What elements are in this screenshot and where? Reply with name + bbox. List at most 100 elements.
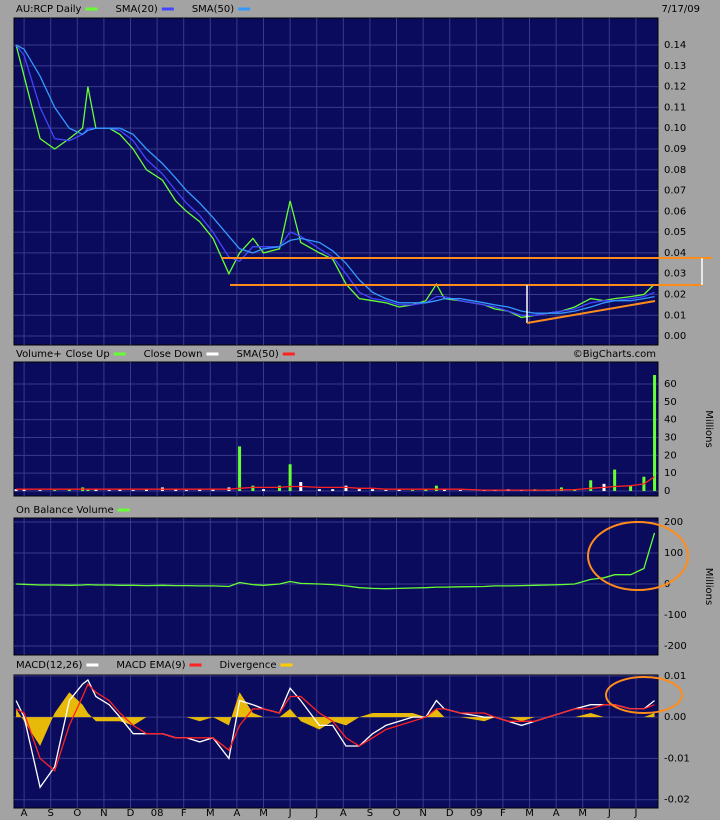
volume-bar [118, 489, 122, 492]
volume-bar [38, 490, 42, 492]
legend-label: SMA(20) [115, 4, 157, 15]
legend-label: Close Down [144, 349, 203, 360]
y-tick-label: 10 [664, 468, 677, 479]
volume-bar [317, 489, 321, 492]
x-tick-label: 09 [470, 808, 483, 819]
x-tick-label: M [578, 808, 587, 819]
volume-bar [251, 485, 255, 492]
x-tick-label: J [607, 808, 611, 819]
legend-label: SMA(50) [192, 4, 234, 15]
volume-bar [384, 490, 388, 492]
x-tick-label: A [340, 808, 347, 819]
volume-bar [410, 490, 414, 492]
x-tick-label: F [181, 808, 187, 819]
series-line [15, 44, 655, 314]
y-tick-label: 30 [664, 432, 677, 443]
volume-bar [371, 489, 375, 492]
y-tick-label: 200 [664, 517, 683, 528]
panel: -0.02 -0.01 0.00 0.01 MACD(12,26) MACD EMA(9)… [13, 660, 690, 809]
y-tick-label: 0.05 [664, 227, 686, 238]
x-tick-label: 08 [151, 808, 164, 819]
x-tick-label: A [21, 808, 28, 819]
volume-bar [262, 489, 266, 492]
volume-bar [184, 490, 188, 492]
volume-bar [344, 485, 348, 492]
volume-bar [94, 489, 98, 492]
volume-bar [53, 490, 57, 492]
volume-bar [67, 489, 71, 492]
trend-line [526, 300, 656, 324]
y-tick-label: 60 [664, 379, 677, 390]
x-tick-label: M [206, 808, 215, 819]
y-axis-label: Millions [703, 568, 714, 605]
x-tick-label: J [314, 808, 318, 819]
volume-bar [238, 446, 242, 492]
highlight-ellipse [587, 521, 689, 591]
volume-bar [653, 375, 657, 492]
plot-area [13, 361, 659, 497]
y-tick-label: -200 [664, 641, 687, 652]
volume-bar [613, 469, 617, 492]
volume-bar [144, 489, 148, 492]
x-tick-label: S [367, 808, 373, 819]
legend-label: MACD(12,26) [16, 660, 83, 671]
y-tick-label: 100 [664, 548, 683, 559]
volume-bar [211, 489, 215, 492]
x-tick-label: M [259, 808, 268, 819]
volume-bar [458, 490, 462, 492]
y-tick-label: 20 [664, 450, 677, 461]
highlight-ellipse [605, 676, 683, 714]
y-tick-label: 0.02 [664, 289, 686, 300]
series-line [15, 682, 655, 772]
legend-label: AU:RCP Daily [16, 4, 82, 15]
legend-label: SMA(50) [236, 349, 278, 360]
y-tick-label: 0 [664, 486, 670, 497]
x-tick-label: N [419, 808, 426, 819]
volume-bar [22, 489, 26, 492]
volume-bar [86, 489, 90, 492]
y-tick-label: -0.01 [664, 753, 690, 764]
x-tick-label: M [525, 808, 534, 819]
y-tick-label: 0.00 [664, 712, 686, 723]
series-line [16, 476, 655, 491]
volume-bar [174, 489, 178, 492]
plot-area [13, 674, 659, 809]
y-tick-label: -0.02 [664, 795, 690, 806]
y-tick-label: 50 [664, 397, 677, 408]
y-axis-label: Millions [703, 410, 714, 447]
x-tick-label: S [48, 808, 54, 819]
y-tick-label: 0.12 [664, 82, 686, 93]
x-tick-label: D [127, 808, 135, 819]
x-tick-label: F [500, 808, 506, 819]
volume-bar [424, 489, 428, 492]
y-tick-label: 0.04 [664, 248, 686, 259]
volume-bar [434, 485, 438, 492]
volume-bar [198, 489, 202, 492]
volume-bar [397, 489, 401, 492]
x-tick-label: A [553, 808, 560, 819]
y-tick-label: 0.08 [664, 165, 686, 176]
x-tick-label: J [633, 808, 637, 819]
volume-bar [589, 480, 593, 492]
panel: 0 10 20 30 40 50 60 Millions ©BigCharts.com Volum… [13, 349, 714, 497]
legend-label: MACD EMA(9) [116, 660, 185, 671]
panel: 0.00 0.01 0.02 0.03 0.04 0.05 0.06 0.07 0.08 0.09… [13, 4, 686, 346]
volume-bar [331, 489, 335, 492]
y-tick-label: 0.00 [664, 331, 686, 342]
y-tick-label: 0.14 [664, 40, 686, 51]
volume-bar [288, 464, 292, 492]
divergence-area [16, 692, 655, 746]
y-tick-label: 0.01 [664, 310, 686, 321]
volume-bar [277, 485, 281, 492]
watermark: ©BigCharts.com [573, 349, 656, 360]
x-tick-label: O [73, 808, 81, 819]
y-tick-label: -100 [664, 610, 687, 621]
volume-bar [14, 489, 18, 492]
volume-bar [357, 489, 361, 492]
legend-label: On Balance Volume [16, 505, 114, 516]
y-tick-label: 0.10 [664, 123, 686, 134]
plot-area [13, 517, 659, 656]
volume-bar [107, 490, 111, 492]
